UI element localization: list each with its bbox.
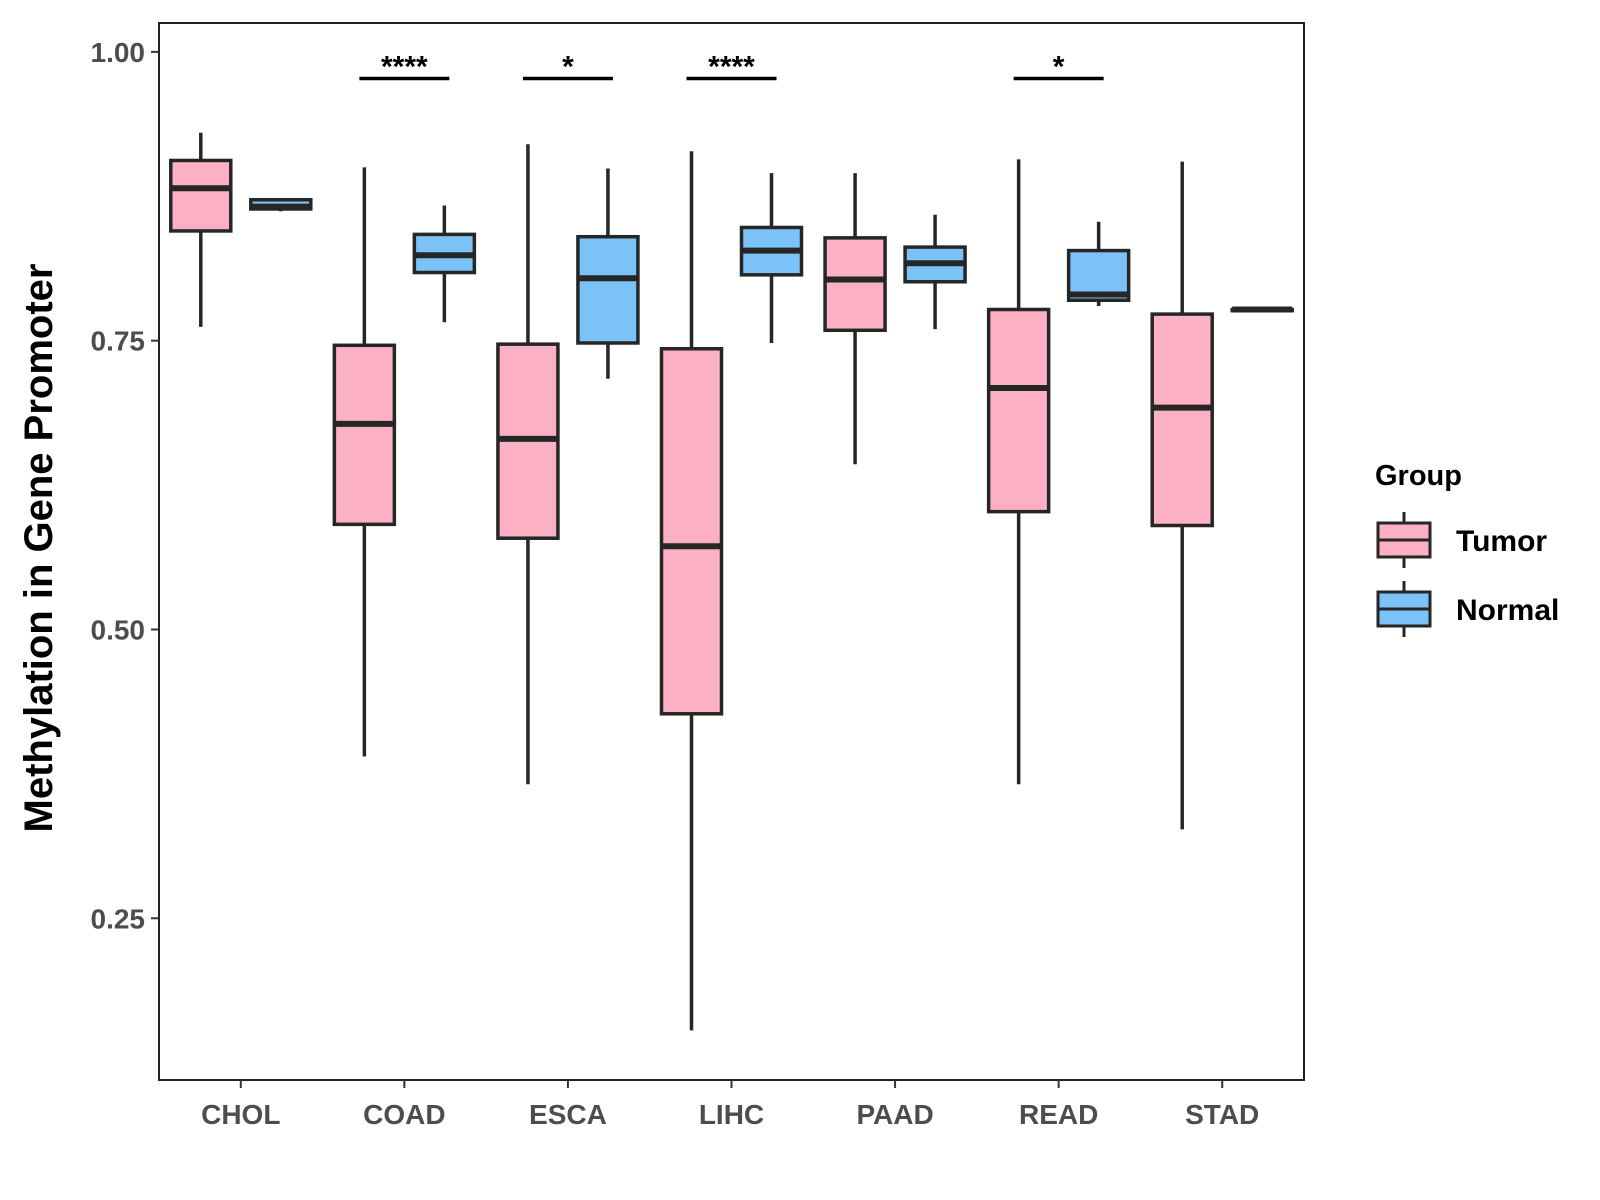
box-normal-read — [1066, 221, 1131, 307]
box-normal-lihc — [739, 173, 804, 343]
significance-label: * — [562, 50, 574, 83]
y-axis-title: Methylation in Gene Promoter — [17, 264, 61, 833]
box-normal-esca — [576, 168, 640, 379]
legend-label: Normal — [1456, 594, 1559, 627]
plot-panel — [158, 22, 1305, 1081]
significance-label: **** — [708, 50, 755, 83]
box-tumor-read — [986, 159, 1051, 785]
box-body — [1150, 312, 1214, 528]
legend-item-normal: Normal — [1376, 581, 1559, 637]
panel-border — [158, 22, 1305, 1081]
x-tick-label: LIHC — [699, 1099, 764, 1130]
box-body — [332, 343, 397, 527]
legend: Group Tumor Normal — [1375, 460, 1559, 637]
significance-label: * — [1053, 50, 1065, 83]
box-series — [169, 132, 1294, 1031]
box-normal-chol — [249, 197, 313, 212]
significance-annotations: **** * **** * — [359, 50, 1104, 83]
x-tick-label: PAAD — [856, 1099, 933, 1130]
y-axis: 0.25 0.50 0.75 1.00 — [91, 37, 159, 934]
box-tumor-coad — [332, 167, 397, 757]
y-tick-label: 1.00 — [91, 37, 146, 68]
significance-read: * — [1013, 50, 1104, 83]
x-axis: CHOL COAD ESCA LIHC PAAD READ STAD — [201, 1080, 1259, 1130]
box-tumor-esca — [496, 144, 560, 785]
box-normal-paad — [903, 214, 967, 330]
series-normal — [249, 168, 1294, 379]
legend-label: Tumor — [1456, 525, 1547, 558]
y-tick-label: 0.50 — [91, 614, 146, 645]
box-body — [986, 307, 1051, 514]
x-tick-label: ESCA — [529, 1099, 607, 1130]
x-tick-label: STAD — [1185, 1099, 1259, 1130]
box-body — [576, 234, 640, 345]
box-body — [169, 158, 233, 233]
box-body — [659, 347, 724, 716]
significance-label: **** — [381, 50, 428, 83]
legend-title: Group — [1375, 460, 1462, 492]
significance-esca: * — [522, 50, 613, 83]
x-tick-label: CHOL — [201, 1099, 280, 1130]
legend-item-tumor: Tumor — [1376, 512, 1547, 568]
box-normal-stad — [1230, 306, 1294, 313]
significance-lihc: **** — [686, 50, 777, 83]
x-tick-label: COAD — [363, 1099, 445, 1130]
box-tumor-paad — [823, 173, 887, 465]
box-tumor-stad — [1150, 161, 1214, 830]
significance-coad: **** — [359, 50, 450, 83]
y-tick-label: 0.25 — [91, 903, 146, 934]
box-normal-coad — [412, 205, 477, 323]
series-tumor — [169, 132, 1214, 1031]
x-tick-label: READ — [1019, 1099, 1098, 1130]
y-tick-label: 0.75 — [91, 326, 146, 357]
box-tumor-chol — [169, 132, 233, 327]
box-body — [823, 236, 887, 333]
box-tumor-lihc — [659, 151, 724, 1031]
